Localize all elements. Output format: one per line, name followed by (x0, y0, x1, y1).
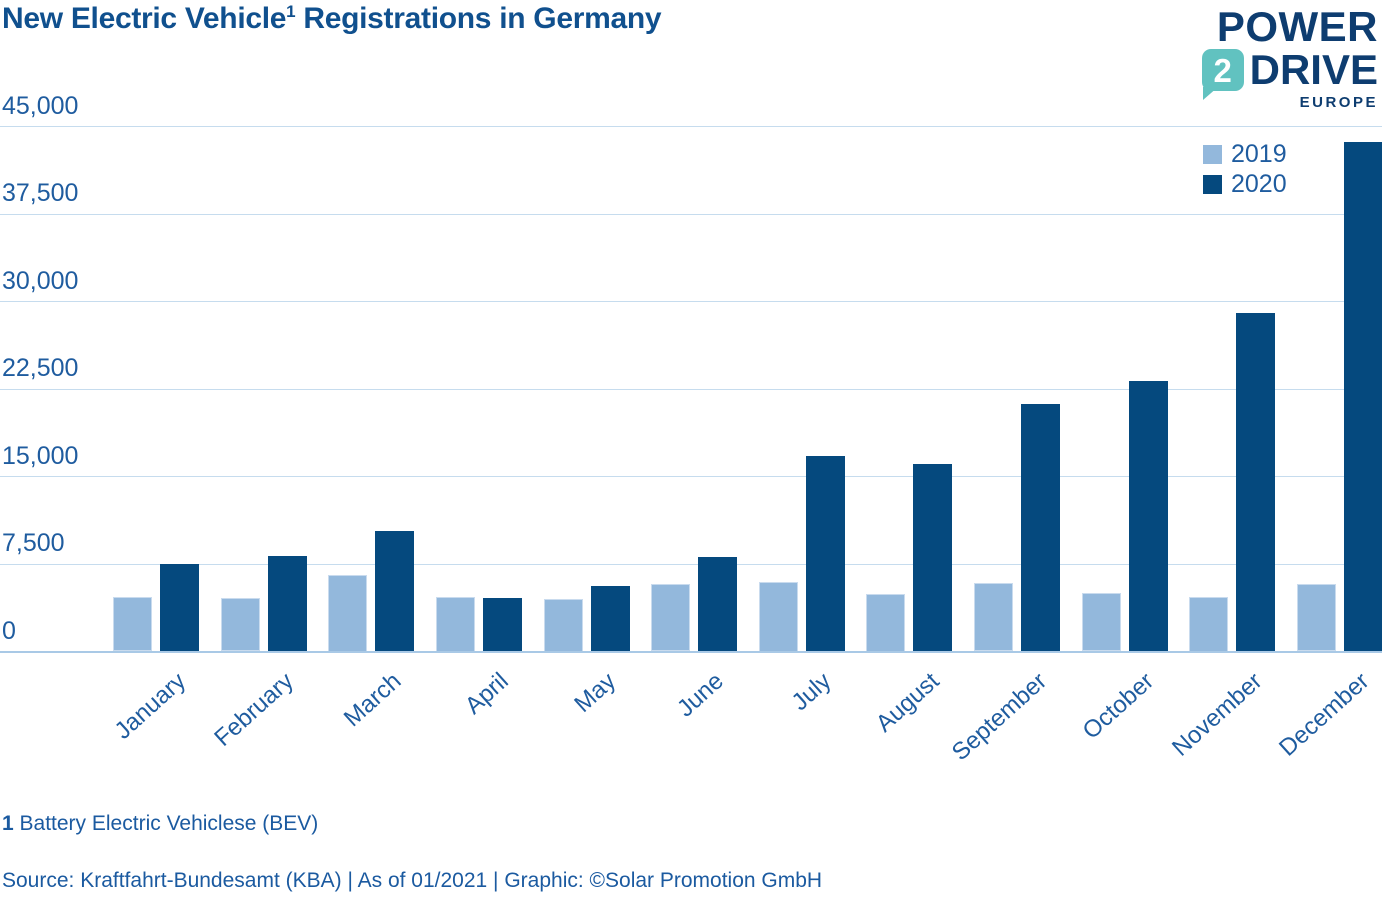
y-axis-label-30,000: 30,000 (2, 266, 79, 295)
power2drive-logo: POWER 2 DRIVE EUROPE (1178, 6, 1378, 111)
gridline-37500 (0, 213, 1382, 215)
bar-2019-january (113, 596, 152, 652)
legend-item-2019: 2019 (1203, 141, 1287, 167)
logo-badge-number: 2 (1213, 51, 1232, 89)
logo-power-text: POWER (1216, 3, 1378, 50)
x-axis-label-august: August (870, 667, 945, 738)
footnote: 1 Battery Electric Vehiclese (BEV) (2, 812, 318, 836)
logo-drive-row: 2 DRIVE (1178, 46, 1378, 100)
logo-2-badge-icon: 2 (1201, 49, 1244, 100)
bar-2020-august (913, 463, 952, 652)
y-axis-label-15,000: 15,000 (2, 441, 79, 470)
gridline-15000 (0, 476, 1382, 477)
chart-title-footnote-marker: 1 (286, 2, 296, 21)
bar-2019-july (759, 581, 798, 652)
bar-2020-march (375, 531, 414, 652)
y-axis-label-7,500: 7,500 (2, 529, 65, 557)
legend-label-2020: 2020 (1231, 169, 1287, 198)
bar-2019-august (866, 593, 905, 652)
footnote-marker: 1 (2, 812, 14, 835)
chart-legend: 2019 2020 (1203, 141, 1287, 201)
bar-2019-april (436, 597, 475, 652)
legend-item-2020: 2020 (1203, 171, 1287, 197)
x-axis-label-may: May (569, 667, 622, 718)
y-axis-label-22,500: 22,500 (2, 354, 79, 382)
legend-swatch-2020 (1203, 174, 1222, 194)
footnote-text: Battery Electric Vehiclese (BEV) (13, 812, 319, 835)
x-axis-label-june: June (672, 667, 729, 723)
source-line: Source: Kraftfahrt-Bundesamt (KBA) | As … (2, 869, 823, 892)
logo-europe-text: EUROPE (1299, 94, 1378, 111)
bar-2019-september (974, 582, 1013, 652)
x-axis-label-january: January (109, 667, 191, 745)
bar-2019-february (221, 597, 260, 652)
x-axis-label-october: October (1077, 667, 1160, 745)
bar-2020-may (591, 586, 630, 652)
gridline-30000 (0, 301, 1382, 302)
gridline-45000 (0, 126, 1382, 127)
bar-2020-october (1129, 380, 1168, 652)
x-axis-label-november: November (1166, 667, 1268, 762)
bar-2020-december (1344, 141, 1382, 652)
x-axis-label-december: December (1274, 667, 1375, 762)
chart-title-text: New Electric Vehicle (2, 2, 287, 35)
legend-label-2019: 2019 (1231, 139, 1287, 168)
x-axis-label-march: March (338, 667, 407, 733)
legend-swatch-2019 (1203, 144, 1222, 164)
logo-drive-text: DRIVE (1249, 46, 1378, 93)
bar-2019-may (544, 599, 583, 652)
chart-title-text-after: Registrations in Germany (295, 2, 662, 35)
bar-2019-october (1082, 592, 1121, 652)
bar-2020-january (160, 564, 199, 652)
bar-2020-september (1021, 404, 1060, 652)
bar-2020-february (268, 555, 307, 652)
gridline-7500 (0, 563, 1382, 565)
x-axis-label-september: September (946, 667, 1052, 767)
bar-2019-march (328, 574, 367, 652)
x-axis-label-february: February (208, 667, 299, 752)
bar-2020-november (1236, 313, 1275, 652)
x-axis-label-july: July (786, 667, 837, 717)
y-axis-label-0: 0 (2, 616, 16, 645)
bar-2020-june (698, 557, 737, 652)
bar-2020-july (806, 455, 845, 652)
x-axis-baseline (0, 650, 1382, 653)
bar-2019-november (1189, 597, 1228, 652)
bar-2020-april (483, 597, 522, 652)
bar-2019-december (1297, 584, 1336, 652)
chart-title: New Electric Vehicle1 Registrations in G… (2, 2, 662, 36)
bar-2019-june (651, 583, 690, 652)
y-axis-label-45,000: 45,000 (2, 91, 79, 120)
y-axis-label-37,500: 37,500 (2, 179, 79, 207)
x-axis-label-april: April (459, 667, 514, 720)
gridline-22500 (0, 388, 1382, 390)
